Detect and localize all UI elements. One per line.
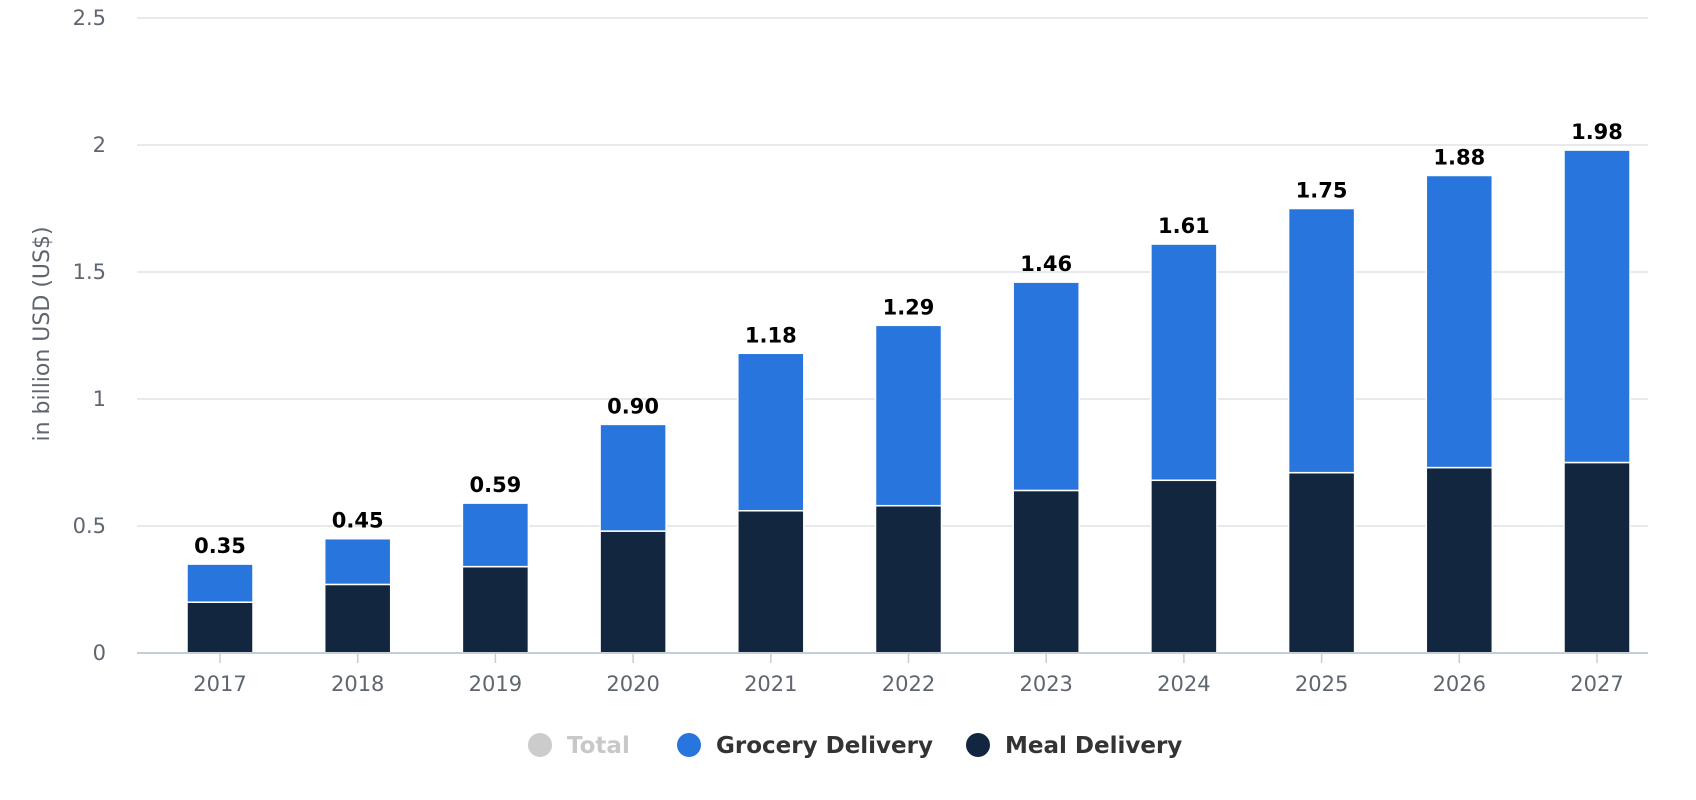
total-data-label: 1.29 — [883, 295, 935, 319]
bar-segment — [1150, 479, 1218, 654]
y-axis-label: in billion USD (US$) — [30, 226, 55, 441]
x-tick-label: 2019 — [469, 672, 522, 696]
y-axis-ticks: 0 0.5 1 1.5 2 2.5 — [73, 6, 106, 665]
bar-segment — [323, 537, 392, 586]
bar-segment — [1287, 207, 1356, 474]
y-tick-label: 0.5 — [73, 514, 106, 538]
bar-segment — [461, 565, 530, 654]
total-data-label: 1.75 — [1296, 179, 1348, 203]
legend-marker — [677, 733, 701, 757]
bar-segment — [1012, 489, 1080, 654]
total-data-label: 1.46 — [1020, 252, 1072, 276]
bar-segment — [599, 530, 667, 654]
y-tick-label: 1.5 — [73, 260, 106, 284]
legend-item-meal-delivery[interactable]: Meal Delivery — [966, 733, 1182, 759]
x-tick-label: 2023 — [1019, 672, 1072, 696]
bar-segment — [599, 423, 667, 532]
bar-segment — [461, 502, 530, 568]
bar-segment — [737, 352, 805, 512]
y-tick-label: 2.5 — [73, 6, 106, 30]
y-tick-label: 0 — [93, 641, 106, 665]
bar-segment — [323, 583, 392, 654]
bar-segment — [737, 510, 805, 654]
x-tick-label: 2018 — [331, 672, 384, 696]
total-data-label: 1.88 — [1433, 145, 1485, 169]
x-tick-label: 2025 — [1295, 672, 1348, 696]
bar-segment — [874, 504, 943, 654]
total-data-label: 0.35 — [194, 534, 246, 558]
x-tick-label: 2026 — [1433, 672, 1486, 696]
legend-item-total[interactable]: Total — [528, 733, 630, 759]
x-tick-label: 2024 — [1157, 672, 1210, 696]
total-data-label: 0.59 — [469, 473, 521, 497]
y-tick-label: 2 — [93, 133, 106, 157]
x-tick-label: 2022 — [882, 672, 935, 696]
x-axis-ticks: 2017 2018 2019 2020 2021 2022 2023 2024 2025 2026… — [193, 653, 1624, 696]
bar-segment — [874, 324, 943, 507]
legend-label: Meal Delivery — [1005, 733, 1182, 759]
total-data-label: 1.61 — [1158, 214, 1210, 238]
bars — [186, 149, 1631, 654]
bar-segment — [1563, 461, 1631, 654]
x-tick-label: 2027 — [1570, 672, 1623, 696]
bar-segment — [1150, 243, 1218, 482]
bar-segment — [1425, 174, 1494, 469]
legend-label: Grocery Delivery — [716, 733, 933, 759]
legend-marker — [966, 733, 990, 757]
bar-segment — [1287, 471, 1356, 654]
total-data-label: 0.90 — [607, 394, 659, 418]
y-tick-label: 1 — [93, 387, 106, 411]
gridlines — [137, 17, 1648, 527]
x-tick-label: 2020 — [606, 672, 659, 696]
x-tick-label: 2017 — [193, 672, 246, 696]
legend: Total Grocery Delivery Meal Delivery — [528, 733, 1182, 759]
x-tick-label: 2021 — [744, 672, 797, 696]
legend-label: Total — [567, 733, 630, 759]
bar-segment — [186, 563, 254, 603]
total-data-label: 1.18 — [745, 323, 797, 347]
bar-segment — [1012, 281, 1080, 492]
legend-marker — [528, 733, 552, 757]
bar-segment — [1563, 149, 1631, 464]
total-data-label: 0.45 — [332, 509, 384, 533]
legend-item-grocery-delivery[interactable]: Grocery Delivery — [677, 733, 933, 759]
total-labels: 0.35 0.45 0.59 0.90 1.18 1.29 1.46 1.61 1.75 1.88… — [194, 120, 1623, 558]
bar-segment — [1425, 466, 1494, 654]
total-data-label: 1.98 — [1571, 120, 1623, 144]
bar-segment — [186, 601, 254, 654]
